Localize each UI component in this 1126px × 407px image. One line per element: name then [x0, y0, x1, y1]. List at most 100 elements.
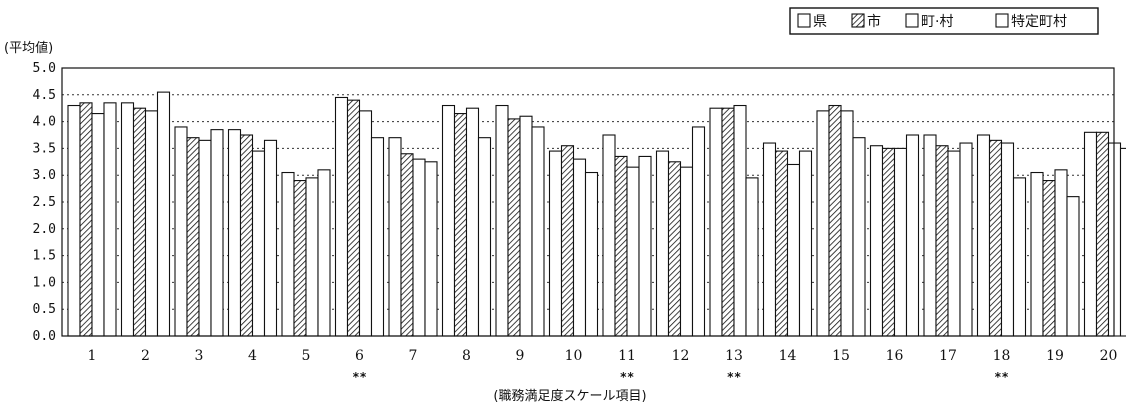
bar-8-3 [465, 107, 480, 337]
x-tick-label: 3 [195, 348, 204, 364]
bar-6-3 [358, 110, 373, 337]
bar-5-1 [281, 171, 295, 337]
x-tick-label: 4 [248, 348, 257, 364]
bar-13-3 [733, 104, 747, 337]
y-axis-label: (平均値) [4, 40, 53, 56]
legend-box [789, 7, 1099, 35]
bar-20-1 [1083, 131, 1098, 337]
bar-8-2 [453, 113, 468, 337]
bar-1-4 [103, 102, 117, 337]
bar-10-1 [548, 150, 563, 337]
bar-12-4 [691, 126, 706, 337]
bar-15-4 [852, 137, 866, 337]
bar-17-4 [959, 142, 973, 337]
bar-10-4 [584, 171, 599, 337]
legend-swatch [797, 13, 811, 28]
legend-label: 特定町村 [1011, 14, 1067, 30]
x-tick-label: 14 [779, 348, 797, 364]
bar-8-1 [441, 104, 456, 337]
x-tick-label: 7 [409, 348, 418, 364]
y-tick-label: 4.0 [33, 115, 56, 130]
x-tick-label: 13 [725, 348, 743, 364]
bar-16-4 [905, 134, 920, 337]
bar-6-4 [370, 137, 385, 337]
bar-18-3 [1000, 142, 1015, 337]
x-tick-label: 6 [355, 348, 364, 364]
bar-15-1 [816, 110, 830, 337]
x-tick-label: 1 [88, 348, 97, 364]
bar-2-2 [132, 107, 147, 337]
annotations: ** ** ** ** [352, 370, 1008, 384]
y-tick-label: 0.5 [33, 302, 56, 317]
bar-2-1 [120, 102, 135, 337]
bar-4-3 [251, 150, 266, 337]
legend-swatch [851, 13, 865, 28]
bar-11-2 [614, 155, 628, 337]
bars [67, 91, 1126, 337]
y-axis-ticks: 0.0 0.5 1.0 1.5 2.0 2.5 3.0 3.5 4.0 4.5 5.0 [33, 61, 56, 344]
x-axis-label: (職務満足度スケール項目) [493, 388, 646, 404]
y-tick-label: 2.0 [33, 222, 56, 237]
bar-9-1 [495, 104, 509, 337]
bar-11-1 [602, 134, 616, 337]
bar-4-1 [227, 129, 242, 337]
y-tick-label: 1.5 [33, 249, 56, 264]
x-tick-label: 11 [618, 348, 636, 364]
bar-14-2 [774, 150, 789, 337]
bar-3-4 [210, 129, 224, 337]
x-tick-label: 10 [565, 348, 583, 364]
bar-15-2 [828, 104, 842, 337]
bar-11-3 [626, 166, 640, 337]
bar-6-2 [346, 99, 361, 337]
bar-4-2 [239, 134, 254, 337]
bar-18-4 [1012, 177, 1027, 337]
bar-10-2 [560, 145, 575, 337]
x-tick-label: 8 [462, 348, 471, 364]
significance-mark: ** [352, 370, 366, 384]
x-tick-label: 18 [993, 348, 1011, 364]
y-tick-label: 3.0 [33, 168, 56, 183]
y-tick-label: 4.5 [33, 88, 56, 103]
bar-16-3 [893, 147, 908, 337]
bar-1-1 [67, 104, 81, 337]
bar-10-3 [572, 158, 587, 337]
bar-12-2 [667, 161, 682, 337]
bar-1-2 [79, 102, 93, 337]
bar-12-3 [679, 166, 694, 337]
bar-2-4 [156, 91, 171, 337]
bar-11-4 [638, 155, 652, 337]
bar-2-3 [144, 110, 159, 337]
significance-mark: ** [994, 370, 1008, 384]
bar-1-3 [91, 113, 105, 337]
legend-swatch [905, 13, 919, 28]
bar-3-1 [174, 126, 188, 337]
legend: 県 市 町·村 特定町村 [789, 7, 1099, 35]
legend-label: 県 [813, 14, 827, 30]
significance-mark: ** [620, 370, 634, 384]
x-axis-ticks: 1 2 3 4 5 6 7 8 9 10 11 12 13 14 15 16 17 18 19 20 [88, 348, 1118, 364]
y-tick-label: 2.5 [33, 195, 56, 210]
x-tick-label: 15 [832, 348, 850, 364]
x-tick-label: 20 [1100, 348, 1118, 364]
x-tick-label: 17 [939, 348, 957, 364]
y-tick-label: 3.5 [33, 141, 56, 156]
bar-8-4 [477, 137, 492, 337]
x-tick-label: 2 [141, 348, 150, 364]
bar-14-1 [762, 142, 777, 337]
x-tick-label: 19 [1046, 348, 1064, 364]
x-tick-label: 9 [516, 348, 525, 364]
y-tick-label: 5.0 [33, 61, 56, 76]
bar-4-4 [263, 139, 278, 337]
bar-5-2 [293, 180, 307, 337]
bar-16-1 [869, 145, 884, 337]
bar-13-4 [745, 177, 759, 337]
y-tick-label: 0.0 [33, 329, 56, 344]
bar-3-2 [186, 137, 200, 337]
bar-19-4 [1066, 196, 1080, 337]
bar-3-3 [198, 139, 212, 337]
bar-7-2 [400, 153, 414, 337]
significance-mark: ** [727, 370, 741, 384]
bar-9-3 [519, 115, 533, 337]
bar-19-1 [1030, 171, 1044, 337]
legend-label: 市 [867, 13, 881, 30]
